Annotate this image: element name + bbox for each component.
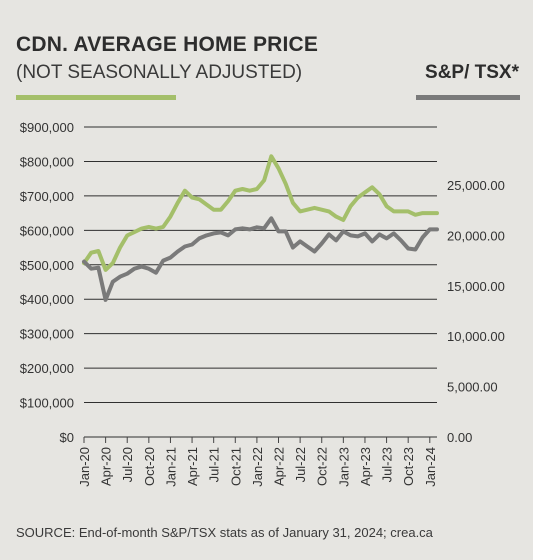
home-price-line (82, 154, 439, 272)
x-tick-label: Jan-21 (163, 447, 178, 487)
chart-title: CDN. AVERAGE HOME PRICE (16, 33, 319, 56)
sp-tsx-label: S&P/ TSX* (425, 62, 519, 83)
x-tick-label: Oct-23 (401, 447, 416, 486)
x-tick-label: Apr-21 (185, 447, 200, 486)
x-tick-label: Jul-20 (120, 447, 135, 482)
y-left-tick-label: $800,000 (20, 154, 74, 169)
y-right-tick-label: 25,000.00 (447, 178, 505, 193)
y-left-tick-label: $900,000 (20, 120, 74, 135)
y-left-tick-label: $100,000 (20, 396, 74, 411)
chart-subtitle: (NOT SEASONALLY ADJUSTED) (16, 62, 303, 83)
x-tick-label: Oct-22 (315, 447, 330, 486)
y-right-tick-label: 0.00 (447, 430, 472, 445)
x-tick-label: Jul-22 (293, 447, 308, 482)
sp-tsx-legend-swatch (416, 95, 520, 100)
y-left-tick-label: $700,000 (20, 189, 74, 204)
sp-tsx-line (82, 216, 439, 302)
y-left-tick-label: $200,000 (20, 361, 74, 376)
x-tick-label: Oct-21 (228, 447, 243, 486)
y-left-tick-label: $500,000 (20, 258, 74, 273)
y-right-tick-label: 20,000.00 (447, 228, 505, 243)
y-left-tick-label: $600,000 (20, 223, 74, 238)
x-tick-label: Jan-24 (423, 447, 438, 487)
x-tick-label: Jul-21 (207, 447, 222, 482)
x-tick-label: Apr-23 (358, 447, 373, 486)
x-tick-label: Jan-20 (77, 447, 92, 487)
x-tick-label: Jul-23 (380, 447, 395, 482)
y-right-tick-label: 5,000.00 (447, 380, 498, 395)
y-left-tick-label: $0 (60, 430, 74, 445)
y-left-tick-label: $400,000 (20, 292, 74, 307)
x-tick-label: Oct-20 (142, 447, 157, 486)
home-price-legend-swatch (16, 95, 176, 100)
y-right-tick-label: 15,000.00 (447, 279, 505, 294)
x-tick-label: Apr-20 (99, 447, 114, 486)
y-left-tick-label: $300,000 (20, 327, 74, 342)
x-tick-label: Jan-23 (336, 447, 351, 487)
y-right-tick-label: 10,000.00 (447, 329, 505, 344)
source-note: SOURCE: End-of-month S&P/TSX stats as of… (16, 525, 433, 540)
x-tick-label: Jan-22 (250, 447, 265, 487)
x-tick-label: Apr-22 (272, 447, 287, 486)
